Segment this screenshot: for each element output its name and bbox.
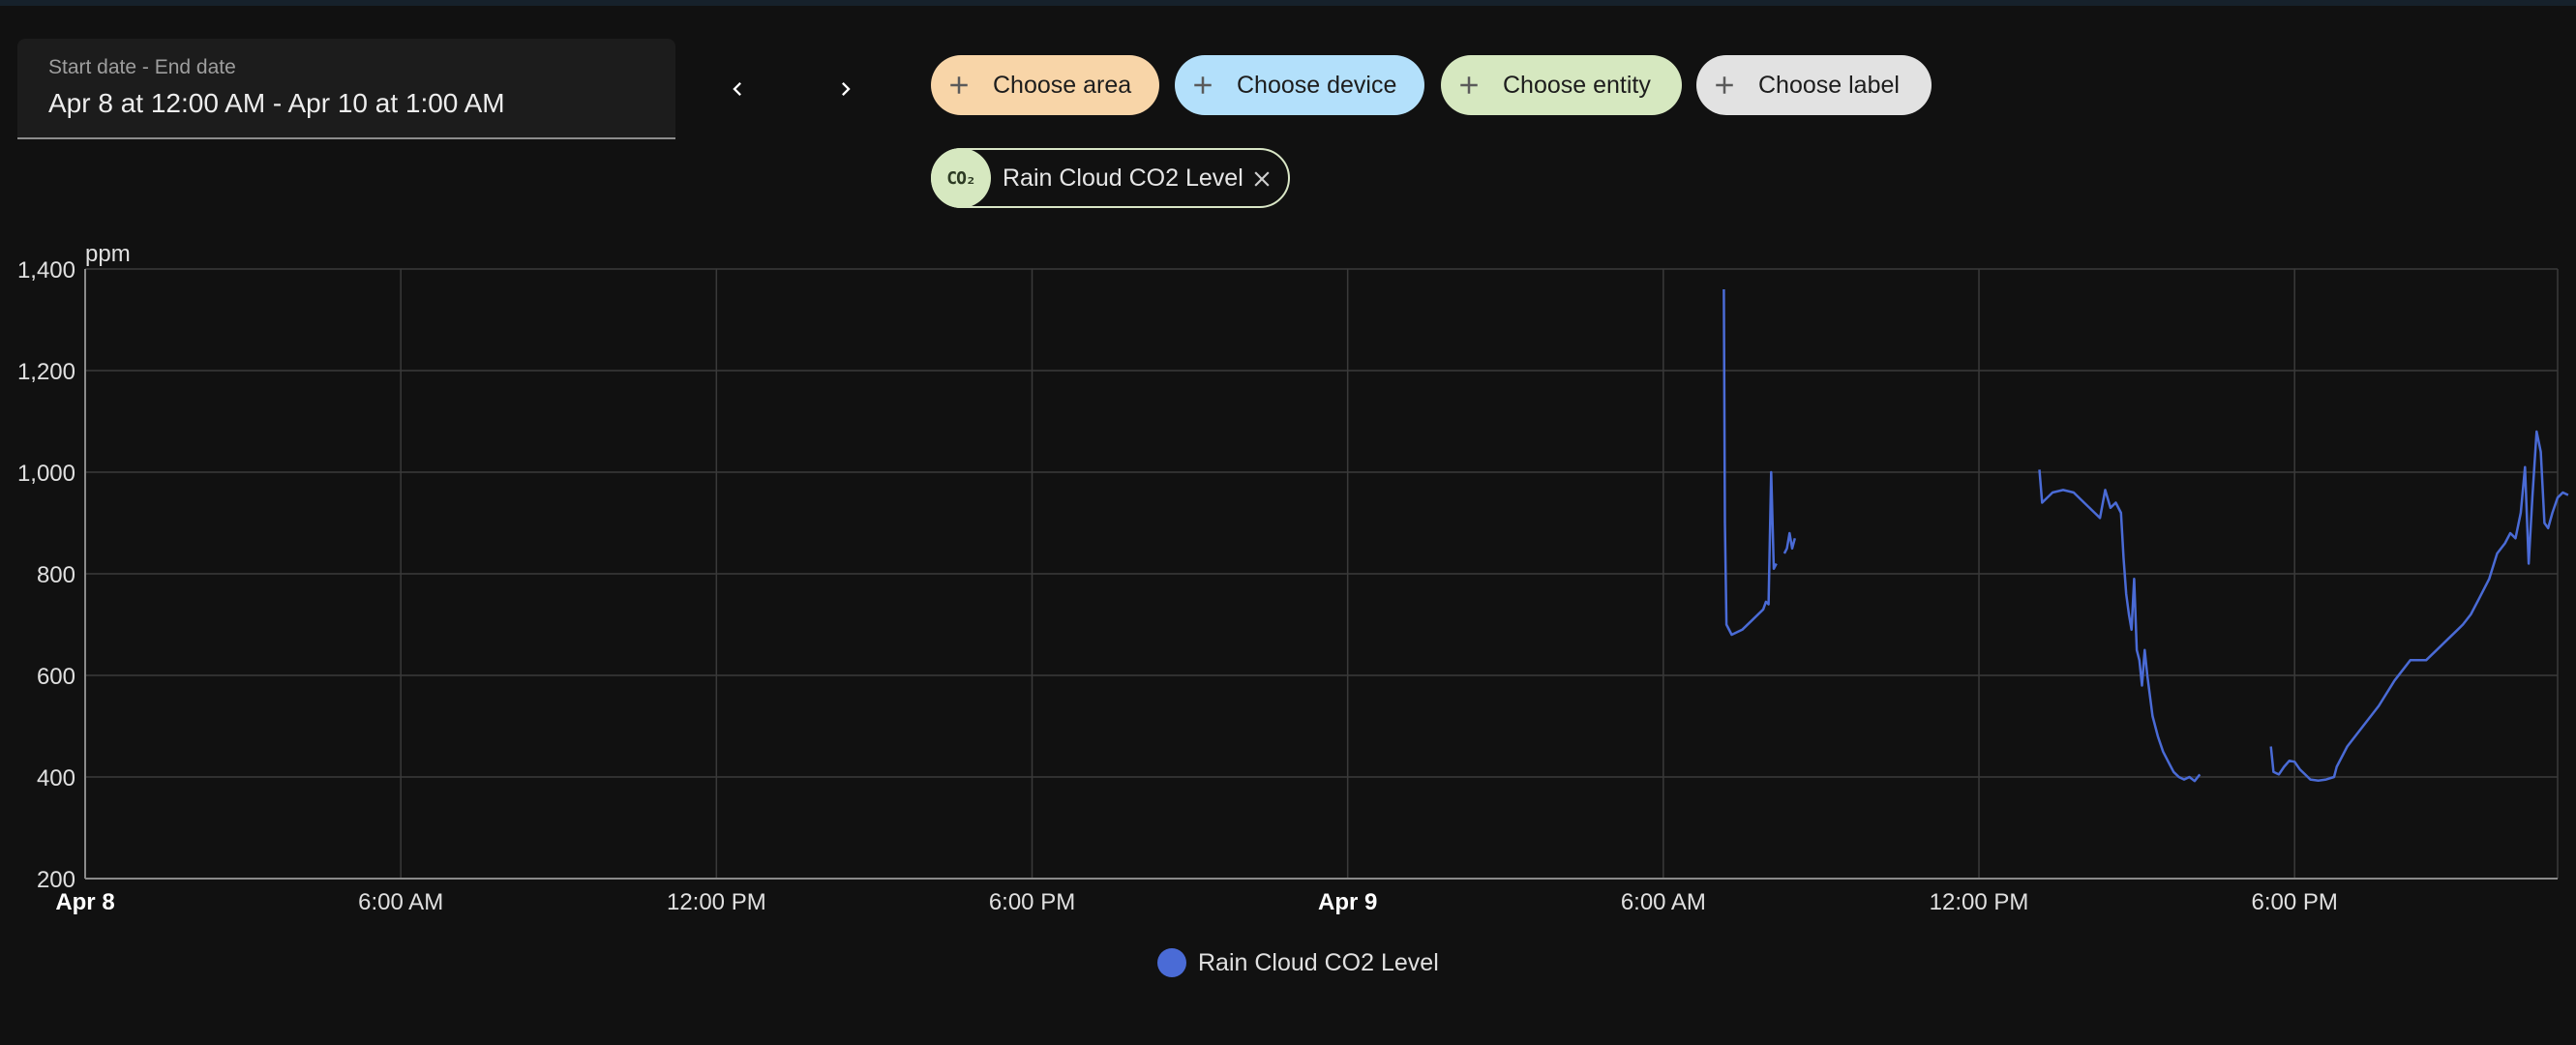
plus-icon: [1460, 76, 1478, 94]
choose-area-label: Choose area: [993, 71, 1132, 99]
x-tick-label: Apr 9: [1318, 889, 1377, 915]
y-tick-label: 800: [37, 562, 75, 588]
choose-label-label: Choose label: [1758, 71, 1900, 99]
choose-label-button[interactable]: Choose label: [1696, 55, 1932, 115]
series-line-segment: [1722, 288, 1778, 637]
y-tick-label: 1,400: [17, 257, 75, 284]
date-range-value[interactable]: Apr 8 at 12:00 AM - Apr 10 at 1:00 AM: [48, 88, 505, 118]
series-line-segment: [2038, 469, 2202, 783]
series-line-segment: [1782, 531, 1797, 554]
legend-label: Rain Cloud CO2 Level: [1198, 948, 1439, 976]
y-tick-label: 400: [37, 765, 75, 791]
y-axis-unit-label: ppm: [85, 241, 131, 267]
y-tick-label: 1,000: [17, 461, 75, 487]
y-tick-label: 1,200: [17, 359, 75, 385]
x-tick-label: 12:00 PM: [667, 889, 766, 915]
x-tick-label: 6:00 AM: [1621, 889, 1706, 915]
x-tick-label: 6:00 PM: [989, 889, 1075, 915]
y-tick-label: 200: [37, 867, 75, 893]
choose-device-button[interactable]: Choose device: [1175, 55, 1424, 115]
legend-color-dot: [1157, 948, 1186, 977]
choose-entity-label: Choose entity: [1503, 71, 1651, 99]
co2-icon: CO₂: [931, 148, 991, 208]
x-tick-label: 12:00 PM: [1930, 889, 2029, 915]
selected-entity-chip[interactable]: CO₂ Rain Cloud CO2 Level: [931, 148, 1290, 208]
x-tick-label: Apr 8: [55, 889, 114, 915]
close-icon[interactable]: [1249, 166, 1274, 192]
next-period-button[interactable]: [817, 60, 875, 118]
chart-legend-item[interactable]: Rain Cloud CO2 Level: [1157, 948, 1439, 977]
series-line-segment: [2269, 430, 2569, 782]
top-bar: [0, 0, 2576, 6]
plus-icon: [1716, 76, 1733, 94]
plus-icon: [1194, 76, 1212, 94]
plus-icon: [950, 76, 968, 94]
x-tick-label: 6:00 PM: [2251, 889, 2337, 915]
chevron-left-icon: [733, 82, 741, 96]
chevron-right-icon: [842, 82, 851, 96]
x-tick-label: 6:00 AM: [358, 889, 443, 915]
choose-entity-button[interactable]: Choose entity: [1441, 55, 1682, 115]
previous-period-button[interactable]: [708, 60, 766, 118]
date-range-picker[interactable]: Start date - End date Apr 8 at 12:00 AM …: [17, 39, 675, 139]
choose-area-button[interactable]: Choose area: [931, 55, 1159, 115]
selected-entity-name: Rain Cloud CO2 Level: [1003, 164, 1243, 192]
y-tick-label: 600: [37, 664, 75, 690]
date-range-label: Start date - End date: [48, 56, 236, 78]
choose-device-label: Choose device: [1237, 71, 1397, 99]
